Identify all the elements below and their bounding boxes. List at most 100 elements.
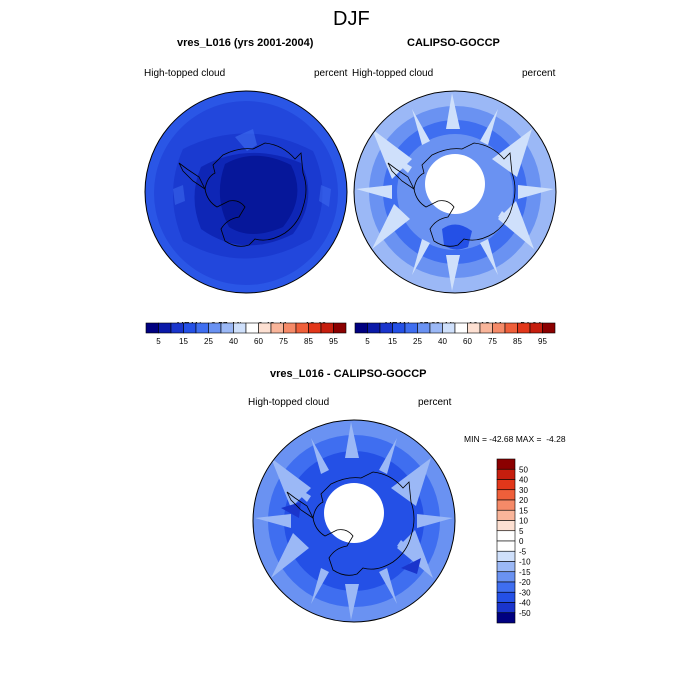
colorbar-difference-tick-label: 10 <box>519 517 528 526</box>
colorbar-difference-tick-label: 40 <box>519 476 528 485</box>
colorbar-observations-swatch <box>367 322 381 334</box>
colorbar-difference-tick-label: -30 <box>519 588 531 597</box>
map-panel-difference <box>252 419 456 623</box>
antarctica-coastline-icon <box>204 142 307 247</box>
colorbar-difference-swatch <box>496 591 516 603</box>
colorbar-difference-tick-label: 15 <box>519 506 528 515</box>
colorbar-observations-swatch <box>442 322 456 334</box>
colorbar-model-swatch <box>308 322 322 334</box>
colorbar-difference-swatch <box>496 468 516 480</box>
colorbar-difference-swatch <box>496 561 516 573</box>
colorbar-difference-tick-label: 50 <box>519 465 528 474</box>
colorbar-observations-tick-label: 85 <box>513 337 522 346</box>
panel3-minmax: MIN = -42.68 MAX = -4.28 <box>464 434 566 444</box>
colorbar-difference-tick-label: -15 <box>519 568 531 577</box>
panel1-units-label: percent <box>314 68 348 79</box>
colorbar-difference-tick-label: 20 <box>519 496 528 505</box>
colorbar-observations-swatch <box>417 322 431 334</box>
colorbar-difference-tick-label: -10 <box>519 558 531 567</box>
colorbar-difference-swatch <box>496 581 516 593</box>
colorbar-observations-tick-label: 40 <box>438 337 447 346</box>
colorbar-difference-swatch <box>496 571 516 583</box>
map-difference-fill <box>253 420 455 622</box>
colorbar-model-tick-label: 60 <box>254 337 263 346</box>
panel3-units-label: percent <box>418 397 452 408</box>
colorbar-difference-tick-label: -20 <box>519 578 531 587</box>
colorbar-difference-tick-label: 30 <box>519 486 528 495</box>
colorbar-model-swatch <box>220 322 234 334</box>
panel1-variable-label: High-topped cloud <box>144 68 226 79</box>
colorbar-model-swatch <box>333 322 347 334</box>
colorbar-model-swatch <box>170 322 184 334</box>
colorbar-observations-swatch <box>354 322 368 334</box>
colorbar-model-swatch <box>320 322 334 334</box>
colorbar-observations-swatch <box>467 322 481 334</box>
colorbar-model: 5 15 25 40 60 75 85 95 <box>145 322 347 346</box>
colorbar-model-tick-label: 5 <box>156 337 161 346</box>
colorbar-observations-tick-label: 5 <box>365 337 370 346</box>
colorbar-difference-swatch <box>496 479 516 491</box>
colorbar-observations-swatch <box>454 322 468 334</box>
map-observations-fill <box>354 91 556 293</box>
map-panel-observations <box>353 90 557 294</box>
colorbar-model-swatch <box>258 322 272 334</box>
colorbar-difference-swatch <box>496 499 516 511</box>
colorbar-observations-swatch <box>392 322 406 334</box>
colorbar-model-swatch <box>245 322 259 334</box>
panel3-variable-label: High-topped cloud <box>248 397 330 408</box>
colorbar-difference-tick-label: -40 <box>519 599 531 608</box>
colorbar-difference-swatch <box>496 612 516 624</box>
colorbar-observations-tick-label: 60 <box>463 337 472 346</box>
colorbar-model-tick-label: 75 <box>279 337 288 346</box>
colorbar-observations-swatch <box>517 322 531 334</box>
colorbar-model-swatch <box>283 322 297 334</box>
colorbar-model-swatch <box>295 322 309 334</box>
colorbar-observations-swatch <box>492 322 506 334</box>
colorbar-model-tick-label: 95 <box>329 337 338 346</box>
colorbar-difference-swatch <box>496 520 516 532</box>
colorbar-observations: 5 15 25 40 60 75 85 95 <box>354 322 556 346</box>
panel2-variable-label: High-topped cloud <box>352 68 434 79</box>
colorbar-observations-swatch <box>429 322 443 334</box>
colorbar-model-tick-label: 25 <box>204 337 213 346</box>
colorbar-difference-tick-label: -50 <box>519 609 531 618</box>
colorbar-difference-tick-label: 5 <box>519 527 524 536</box>
colorbar-difference-swatch <box>496 540 516 552</box>
panel2-title: CALIPSO-GOCCP <box>407 37 500 49</box>
map-model-fill <box>145 91 347 293</box>
colorbar-difference-tick-label: 0 <box>519 537 524 546</box>
colorbar-observations-tick-label: 75 <box>488 337 497 346</box>
panel3-title: vres_L016 - CALIPSO-GOCCP <box>270 368 427 380</box>
panel1-title: vres_L016 (yrs 2001-2004) <box>177 37 314 49</box>
antarctica-coastline-icon <box>413 142 516 247</box>
colorbar-model-swatch <box>233 322 247 334</box>
colorbar-model-swatch <box>195 322 209 334</box>
colorbar-observations-tick-label: 25 <box>413 337 422 346</box>
antarctic-peninsula-icon <box>387 162 416 191</box>
colorbar-difference-swatch <box>496 550 516 562</box>
colorbar-difference-swatch <box>496 530 516 542</box>
colorbar-difference-swatch <box>496 602 516 614</box>
colorbar-observations-swatch <box>529 322 543 334</box>
colorbar-model-swatch <box>183 322 197 334</box>
colorbar-observations-tick-label: 95 <box>538 337 547 346</box>
colorbar-observations-tick-label: 15 <box>388 337 397 346</box>
map-panel-model <box>144 90 348 294</box>
colorbar-model-tick-label: 40 <box>229 337 238 346</box>
antarctic-peninsula-icon <box>286 491 315 520</box>
colorbar-observations-swatch <box>404 322 418 334</box>
colorbar-model-swatch <box>270 322 284 334</box>
colorbar-difference-tick-label: -5 <box>519 547 527 556</box>
colorbar-difference-swatch <box>496 509 516 521</box>
colorbar-observations-swatch <box>379 322 393 334</box>
colorbar-observations-swatch <box>504 322 518 334</box>
colorbar-model-tick-label: 15 <box>179 337 188 346</box>
colorbar-difference-swatch <box>496 458 516 470</box>
colorbar-difference-swatch <box>496 489 516 501</box>
main-title: DJF <box>333 8 370 30</box>
colorbar-model-tick-label: 85 <box>304 337 313 346</box>
colorbar-model-swatch <box>208 322 222 334</box>
colorbar-observations-swatch <box>479 322 493 334</box>
colorbar-model-swatch <box>145 322 159 334</box>
